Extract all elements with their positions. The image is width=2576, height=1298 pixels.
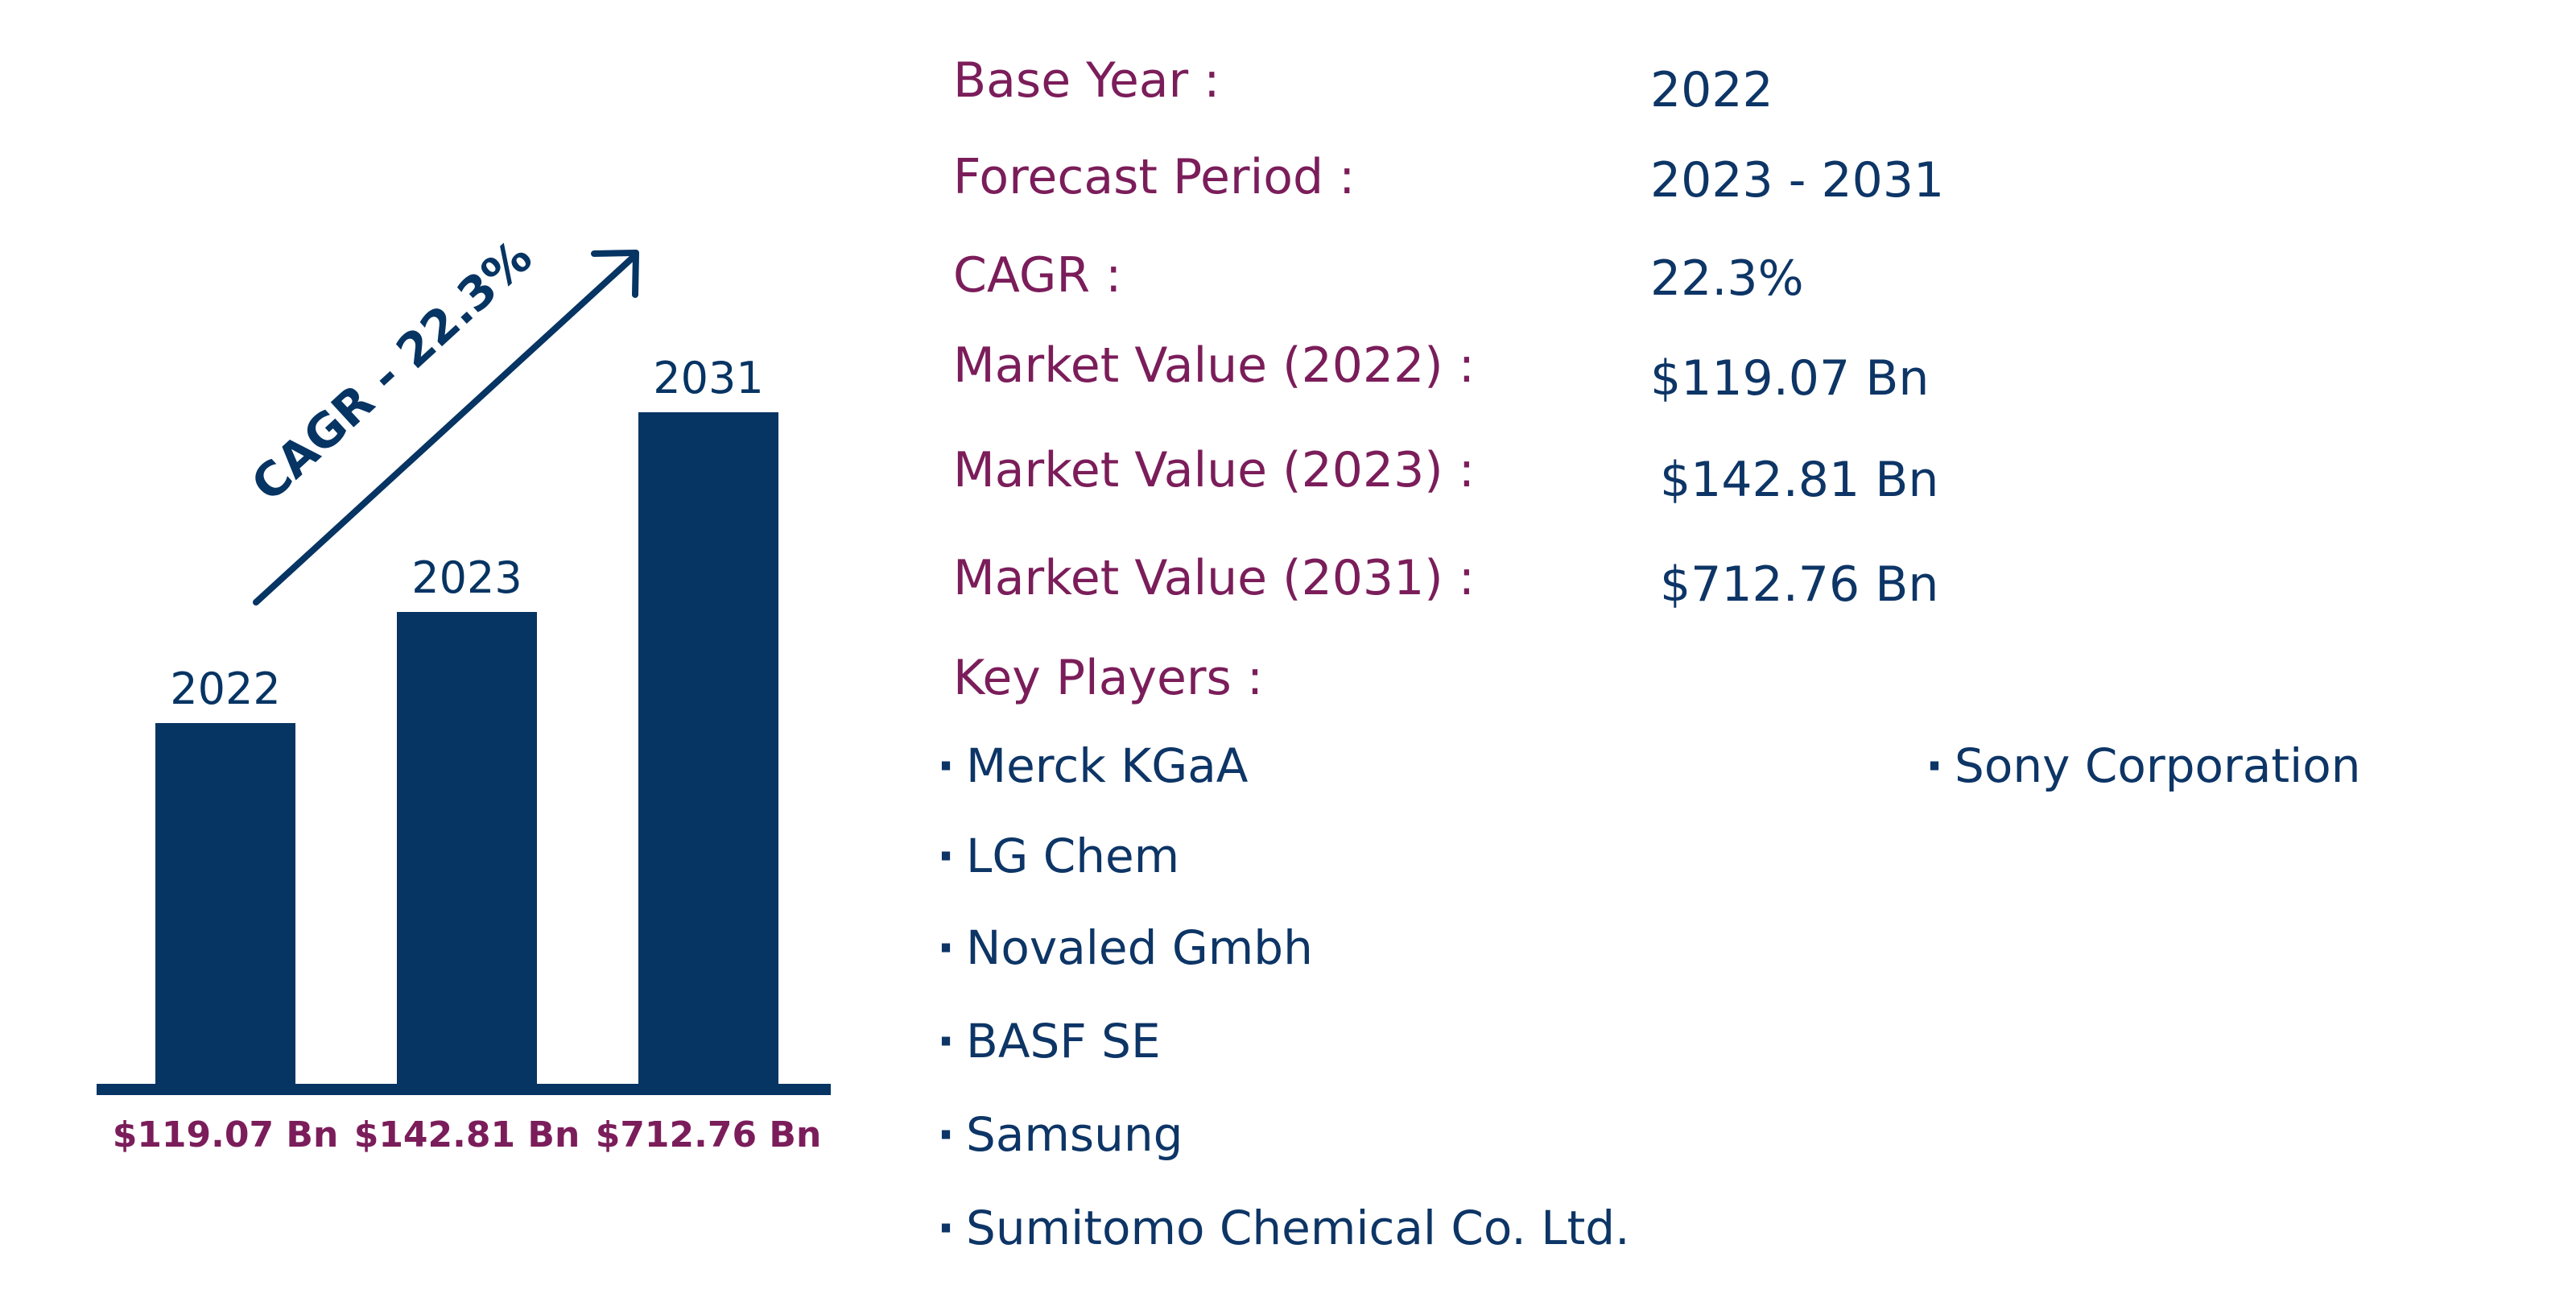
market-value-2023-value: $142.81 Bn bbox=[1660, 452, 1939, 508]
bar-value-label: $712.76 Bn bbox=[596, 1114, 822, 1155]
bar-category-label: 2022 bbox=[170, 663, 280, 714]
key-player-name: Samsung bbox=[966, 1107, 1183, 1162]
key-player-item: · Sony Corporation bbox=[1926, 742, 2361, 789]
key-player-name: Sumitomo Chemical Co. Ltd. bbox=[966, 1201, 1630, 1255]
key-player-name: Sony Corporation bbox=[1955, 738, 2361, 793]
key-players-label: Key Players : bbox=[953, 650, 1264, 706]
growth-arrow-head bbox=[591, 250, 639, 298]
bar-2022 bbox=[155, 723, 295, 1084]
cagr-label: CAGR : bbox=[953, 247, 1122, 304]
key-player-item: · LG Chem bbox=[937, 833, 1179, 879]
forecast-period-value: 2023 - 2031 bbox=[1650, 152, 1945, 209]
bullet-glyph: · bbox=[1926, 738, 1944, 793]
key-player-item: · Sumitomo Chemical Co. Ltd. bbox=[937, 1205, 1630, 1251]
market-value-2022-value: $119.07 Bn bbox=[1650, 350, 1930, 407]
key-player-item: · Novaled Gmbh bbox=[937, 924, 1313, 971]
bar-value-label: $119.07 Bn bbox=[113, 1114, 339, 1155]
cagr-value: 22.3% bbox=[1650, 250, 1804, 307]
base-year-value: 2022 bbox=[1650, 62, 1773, 118]
bars-layer: 2022 $119.07 Bn 2023 $142.81 Bn 2031 $712.76 … bbox=[113, 353, 822, 1155]
market-value-2031-label: Market Value (2031) : bbox=[953, 550, 1475, 606]
bullet-glyph: · bbox=[937, 1014, 956, 1069]
bullet-glyph: · bbox=[937, 738, 956, 793]
market-value-2023-label: Market Value (2023) : bbox=[953, 442, 1475, 498]
bar-category-label: 2023 bbox=[411, 552, 522, 603]
bullet-glyph: · bbox=[937, 829, 956, 883]
key-player-item: · Merck KGaA bbox=[937, 742, 1248, 789]
key-player-name: LG Chem bbox=[966, 829, 1180, 883]
key-player-item: · BASF SE bbox=[937, 1018, 1161, 1064]
base-year-label: Base Year : bbox=[953, 52, 1220, 109]
key-player-name: Novaled Gmbh bbox=[966, 920, 1313, 975]
market-value-2031-value: $712.76 Bn bbox=[1660, 556, 1939, 613]
key-player-item: · Samsung bbox=[937, 1111, 1183, 1158]
growth-arrow bbox=[253, 250, 639, 606]
market-value-2022-label: Market Value (2022) : bbox=[953, 337, 1475, 394]
cagr-annotation: CAGR - 22.3% bbox=[241, 229, 542, 512]
key-player-name: Merck KGaA bbox=[966, 738, 1249, 793]
key-player-name: BASF SE bbox=[966, 1014, 1161, 1069]
bar-category-label: 2031 bbox=[653, 353, 763, 403]
bar-2023 bbox=[397, 612, 537, 1084]
bullet-glyph: · bbox=[937, 920, 956, 975]
market-growth-chart: 2022 $119.07 Bn 2023 $142.81 Bn 2031 $712.76 … bbox=[97, 229, 831, 1155]
bullet-glyph: · bbox=[937, 1107, 956, 1162]
bar-value-label: $142.81 Bn bbox=[354, 1114, 580, 1155]
bullet-glyph: · bbox=[937, 1201, 956, 1255]
forecast-period-label: Forecast Period : bbox=[953, 149, 1356, 205]
growth-arrow-shaft bbox=[253, 253, 638, 606]
bar-2031 bbox=[638, 412, 778, 1084]
